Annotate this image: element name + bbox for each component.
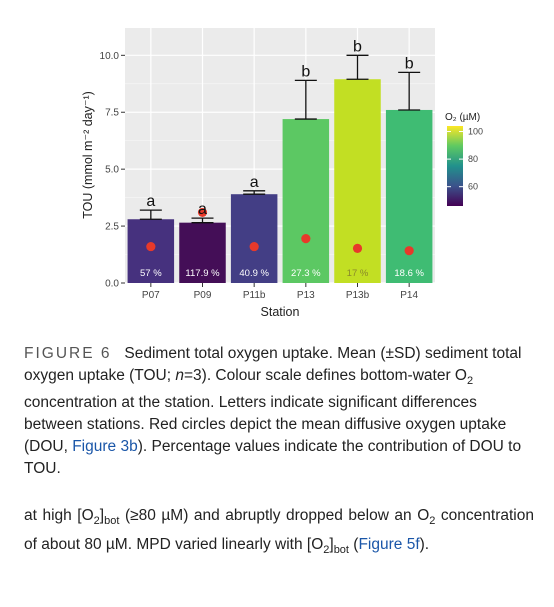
body-paragraph: at high [O2]bot (≥80 µM) and abruptly dr… [24,504,534,562]
dou-marker-p07 [146,241,156,252]
percent-label: 57 % [140,268,162,279]
y-tick-label: 5.0 [105,165,119,176]
x-tick-label: P11b [243,290,266,301]
caption-text-1: Sediment total oxygen uptake. Mean (±SD)… [24,345,522,384]
body-sub-4: 2 [323,544,330,557]
caption-n: n [175,367,184,384]
caption-text-3: concentration at the station. Letters in… [24,394,507,456]
body-sub-1: 2 [93,515,100,528]
legend-colorbar [447,126,463,206]
y-tick-label: 7.5 [105,108,119,119]
dou-marker-p09 [197,207,208,218]
bar-p14 [385,109,433,283]
dou-marker-p13b [352,243,363,253]
significance-letter: a [198,201,207,218]
x-tick-label: P07 [142,290,160,301]
body-text-4: concentration of about 80 µM. MPD varied… [24,507,534,554]
figure-label: FIGURE 6 [24,345,112,362]
x-tick-label: P14 [400,290,418,301]
bars [127,79,433,283]
x-tick-label: P09 [194,290,212,301]
legend-tick-label: 100 [468,127,483,137]
legend-tick-label: 60 [468,182,478,192]
x-tick-label: P13 [297,290,315,301]
figure-5f-link[interactable]: Figure 5f [358,536,420,554]
significance-letters: a a a b b b [146,38,413,218]
body-sub-3: 2 [429,515,436,528]
significance-letter: b [353,38,362,55]
plot-panel [125,28,435,283]
body-text-7: ). [419,536,430,554]
dou-marker-p14 [404,246,414,256]
error-bars [139,54,421,224]
dou-marker-p13 [301,234,311,244]
bar-p13 [282,119,330,283]
legend-ticks: 60 80 100 [447,127,483,192]
percent-label: 117.9 % [185,268,220,279]
o2-legend: O₂ (µM) 60 80 100 [445,112,483,206]
body-sub-2: bot [104,515,120,528]
dou-marker-p11b [249,241,259,252]
caption-sub: 2 [467,375,474,388]
x-axis: P07 P09 P11b P13 P13b P14 [142,283,418,301]
bar-p09 [179,222,226,283]
significance-letter: b [301,63,310,80]
body-text-5: ] [329,536,334,554]
y-axis-label: TOU (mmol m⁻² day⁻¹) [81,91,95,219]
percent-labels: 57 % 117.9 % 40.9 % 27.3 % 17 % 18.6 % [140,268,425,279]
percent-label: 27.3 % [291,268,321,279]
body-text-2: ] [99,507,105,524]
x-tick-label: P13b [346,290,370,301]
percent-label: 17 % [347,268,369,279]
bar-p11b [230,194,278,283]
figure-caption: FIGURE 6 Sediment total oxygen uptake. M… [24,343,534,480]
body-sub-5: bot [333,544,349,557]
dou-markers [146,207,414,256]
y-tick-label: 2.5 [105,222,119,233]
legend-title: O₂ (µM) [445,112,480,123]
legend-tick-label: 80 [468,154,478,164]
body-text-1: at high [O [24,507,94,524]
significance-letter: a [250,174,259,191]
y-tick-label: 0.0 [105,279,119,290]
caption-text-4: ). Percentage values indicate the contri… [24,438,522,478]
significance-letter: b [405,55,414,72]
body-text-3: (≥80 µM) and abruptly dropped below an O [119,507,430,524]
x-axis-label: Station [261,305,300,319]
y-tick-label: 10.0 [100,51,120,62]
body-text-6: ( [348,536,359,554]
figure-3b-link[interactable]: Figure 3b [72,438,138,456]
y-axis: 0.0 2.5 5.0 7.5 10.0 [100,51,125,290]
percent-label: 40.9 % [239,268,269,279]
percent-label: 18.6 % [394,268,424,279]
significance-letter: a [146,193,155,210]
caption-text-2: =3). Colour scale defines bottom-water O [183,367,467,384]
tou-bar-chart: 57 % 117.9 % 40.9 % 27.3 % 17 % 18.6 % a a a b b b… [81,28,483,319]
